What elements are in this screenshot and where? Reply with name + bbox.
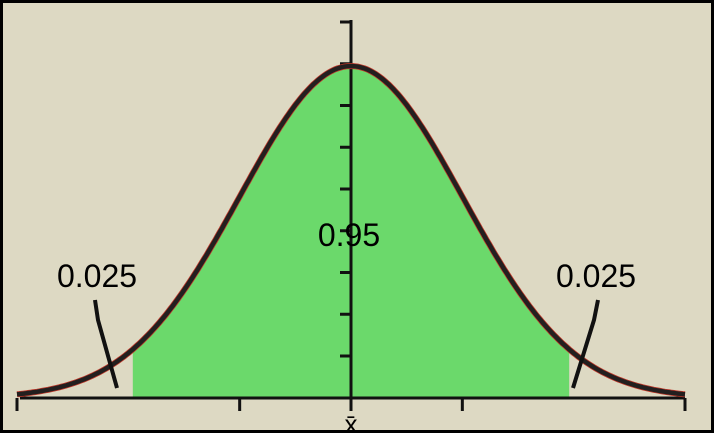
mean-label: x̄ [345, 409, 358, 433]
right-tail-label: 0.025 [556, 258, 636, 294]
right-tail-pointer [571, 299, 600, 389]
y-axis-ticks [340, 20, 351, 358]
left-tail-label: 0.025 [57, 258, 137, 294]
bell-curve [16, 63, 686, 397]
center-area-label: 0.95 [318, 217, 380, 253]
left-tail-pointer [93, 299, 119, 389]
x-axis-ticks [15, 398, 687, 411]
